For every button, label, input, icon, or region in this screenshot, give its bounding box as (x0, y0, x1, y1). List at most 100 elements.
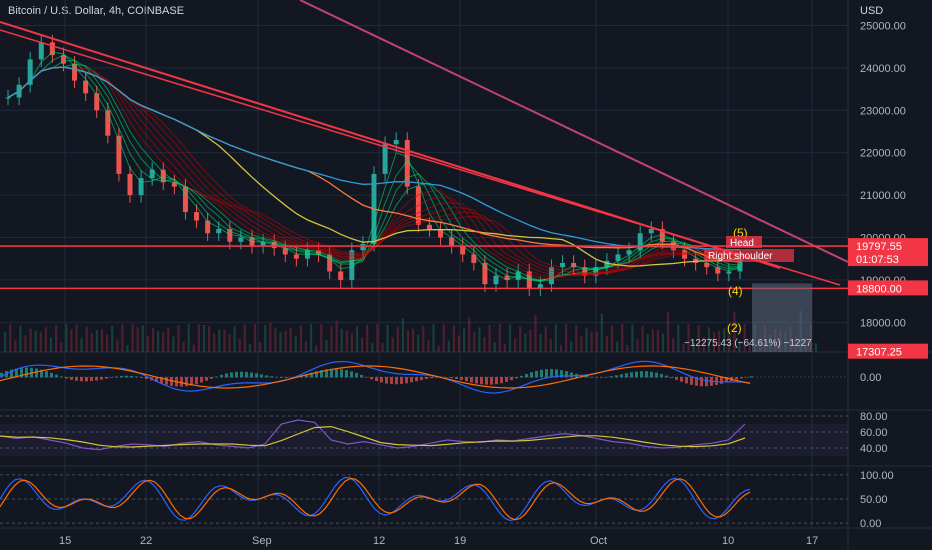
candle-body (471, 254, 477, 263)
volume-bar (616, 341, 619, 352)
macd-histogram-bar (565, 371, 568, 378)
macd-histogram-bar (470, 377, 473, 383)
macd-histogram-bar (310, 372, 313, 378)
price-badge-label: 18800.00 (856, 283, 902, 295)
volume-bar (427, 340, 430, 352)
macd-histogram-bar (25, 367, 28, 378)
candle-body (216, 229, 222, 234)
macd-histogram-bar (680, 377, 683, 382)
macd-histogram-bar (330, 368, 333, 378)
volume-bar (60, 342, 63, 352)
volume-bar (585, 327, 588, 352)
price-badge (848, 280, 928, 296)
volume-bar (478, 327, 481, 352)
ma-ribbon-line (7, 51, 741, 282)
macd-histogram-bar (515, 377, 518, 379)
volume-bar (34, 330, 37, 352)
indicator-panels[interactable] (0, 360, 848, 524)
macd-histogram-bar (455, 377, 458, 379)
macd-histogram-bar (600, 377, 603, 378)
macd-histogram-bar (570, 372, 573, 378)
macd-histogram-bar (530, 372, 533, 378)
macd-histogram-bar (120, 375, 123, 378)
volume-bar (457, 335, 461, 352)
volume-bar (417, 334, 420, 352)
macd-histogram-bar (700, 377, 703, 387)
macd-histogram-bar (415, 377, 418, 382)
rsi-tick-label: 80.00 (860, 411, 888, 423)
candle-body (38, 42, 44, 60)
macd-histogram-bar (555, 369, 558, 378)
volume-bar (559, 344, 563, 352)
volume-bar (595, 331, 598, 352)
volume-bar (345, 330, 348, 352)
candle-body (537, 284, 543, 289)
volume-bar (39, 332, 42, 352)
stoch-tick-label: 50.00 (860, 494, 888, 506)
volume-bar (580, 336, 583, 352)
volume-bar (672, 338, 675, 352)
candle-body (360, 243, 366, 251)
volume-bar (406, 330, 410, 352)
macd-histogram-bar (45, 371, 48, 378)
volume-bar (610, 325, 614, 352)
volume-bar (233, 326, 236, 352)
macd-histogram-bar (655, 372, 658, 378)
macd-histogram-bar (475, 377, 478, 384)
volume-bar (177, 325, 180, 352)
volume-bar (14, 340, 17, 352)
volume-bar (187, 324, 190, 352)
volume-bar (549, 339, 552, 352)
macd-histogram-bar (590, 376, 593, 378)
macd-histogram-bar (365, 376, 368, 378)
volume-bar (692, 342, 695, 352)
volume-bar (488, 324, 491, 352)
rsi-tick-label: 60.00 (860, 427, 888, 439)
stoch-tick-label: 0.00 (860, 518, 881, 530)
volume-bar (253, 324, 257, 352)
macd-histogram-bar (110, 377, 113, 378)
macd-histogram-bar (675, 377, 678, 380)
candle-body (49, 42, 55, 56)
volume-bar (605, 336, 608, 352)
candle-body (637, 233, 643, 251)
volume-bar (565, 324, 568, 352)
volume-bar (315, 345, 318, 352)
candle-body (72, 63, 78, 81)
macd-histogram-bar (290, 377, 293, 378)
macd-histogram-bar (435, 377, 438, 378)
macd-histogram-bar (615, 375, 618, 378)
candle-body (726, 271, 732, 274)
macd-histogram-bar (450, 377, 453, 379)
macd-histogram-bar (15, 368, 18, 378)
macd-histogram-bar (540, 369, 543, 378)
macd-histogram-bar (340, 369, 343, 378)
macd-histogram-bar (480, 377, 483, 385)
volume-bar (4, 332, 7, 352)
macd-histogram-bar (625, 373, 628, 378)
macd-histogram-bar (65, 377, 68, 379)
volume-bar (748, 345, 751, 352)
candle-body (504, 275, 510, 280)
macd-histogram-bar (685, 377, 688, 384)
chart-title: Bitcoin / U.S. Dollar, 4h, COINBASE (8, 5, 185, 17)
volume-bar (335, 320, 338, 352)
macd-histogram-bar (200, 377, 203, 383)
macd-histogram-bar (210, 377, 213, 379)
volume-bar (646, 334, 649, 352)
candle-body (571, 262, 577, 268)
candle-body (715, 267, 721, 274)
macd-histogram-bar (230, 372, 233, 378)
time-tick-label: 12 (373, 535, 385, 547)
volume-bar (106, 334, 109, 352)
candle-body (659, 229, 665, 242)
volume-bar (707, 327, 710, 352)
macd-histogram-bar (155, 377, 158, 383)
price-badge (848, 238, 928, 254)
volume-bar (738, 340, 741, 352)
macd-histogram-bar (325, 369, 328, 378)
macd-histogram-bar (715, 377, 718, 385)
candle-body (438, 229, 444, 238)
